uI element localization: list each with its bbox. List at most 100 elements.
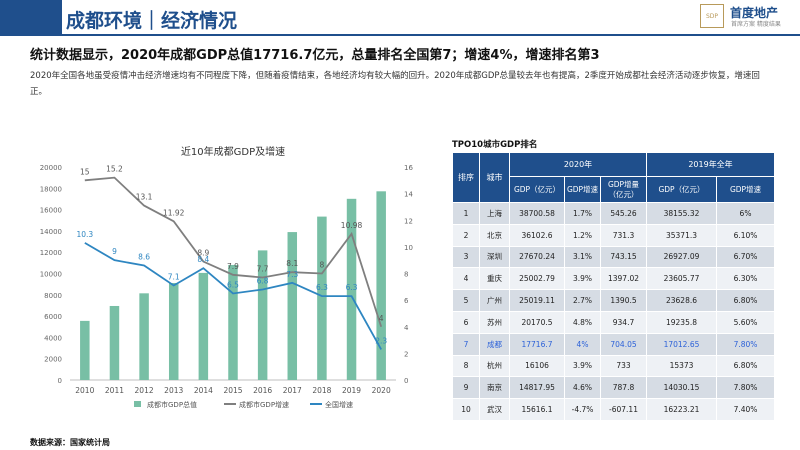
- cell-gdp2019: 26927.09: [646, 245, 717, 269]
- x-tick-label: 2011: [105, 386, 124, 395]
- cell-city: 重庆: [479, 267, 510, 291]
- table-row: 3 深圳 27670.24 3.1% 743.15 26927.09 6.70%: [452, 245, 776, 269]
- cell-growth: 3.9%: [564, 354, 601, 378]
- table-title: TPO10城市GDP排名: [452, 140, 538, 150]
- headline: 统计数据显示，2020年成都GDP总值17716.7亿元，总量排名全国第7；增速…: [30, 48, 600, 63]
- cell-city: 南京: [479, 376, 510, 400]
- cell-growth2019: 5.60%: [715, 310, 776, 334]
- y-right-tick-label: 10: [404, 244, 413, 252]
- logo-slogan: 首席方案 精度结果: [731, 21, 781, 28]
- table-row: 1 上海 38700.58 1.7% 545.26 38155.32 6%: [452, 202, 776, 225]
- gdp-bar: [109, 305, 120, 380]
- y-left-tick-label: 0: [58, 377, 62, 385]
- col-gdp-header: GDP（亿元）: [509, 176, 565, 203]
- y-right-tick-label: 0: [404, 377, 408, 385]
- gdp-chart: 近10年成都GDP及增速 0 2000 4000 6000 8000 10000 12000 1…: [30, 135, 440, 425]
- gdp-chart-svg: 近10年成都GDP及增速 0 2000 4000 6000 8000 10000 12000 1…: [40, 145, 414, 409]
- cell-rank: 8: [452, 354, 480, 378]
- gdp-bar: [80, 320, 90, 380]
- y-left-tick-label: 6000: [44, 313, 62, 321]
- x-tick-label: 2016: [253, 386, 272, 395]
- page-header: 成都环境｜经济情况 SDP 首度地产 首席方案 精度结果: [0, 0, 800, 34]
- cell-growth: 1.7%: [564, 202, 601, 225]
- cell-growth: 4%: [564, 332, 601, 356]
- national-growth-label: 6.8: [257, 276, 269, 285]
- cell-gdp: 16106: [509, 354, 565, 378]
- x-tick-label: 2014: [194, 386, 213, 395]
- cell-gdp: 15616.1: [509, 398, 565, 421]
- cell-gdp2019: 35371.3: [646, 223, 717, 247]
- col-rank-header: 排序: [452, 152, 480, 203]
- cell-gdp: 20170.5: [509, 310, 565, 334]
- cell-gdp2019: 14030.15: [646, 376, 717, 400]
- gdp-growth-label: 8.9: [197, 249, 209, 258]
- cell-growth: 1.2%: [564, 223, 601, 247]
- y-right-tick-label: 4: [404, 324, 409, 332]
- cell-city: 北京: [479, 223, 510, 247]
- col-growth-2019-header: GDP增速: [715, 176, 776, 203]
- cell-rank: 4: [452, 267, 480, 291]
- cell-city: 杭州: [479, 354, 510, 378]
- national-growth-line: [84, 242, 382, 350]
- y-left-tick-label: 16000: [40, 207, 62, 215]
- x-tick-label: 2017: [283, 386, 302, 395]
- cell-growth: 4.6%: [564, 376, 601, 400]
- y-left-tick-label: 2000: [44, 356, 62, 364]
- col-city-header: 城市: [479, 152, 510, 203]
- col-growth-header: GDP增速: [564, 176, 601, 203]
- cell-gdp2019: 17012.65: [646, 332, 717, 356]
- legend-swatch-gdp: [134, 401, 141, 407]
- cell-gdp2019: 16223.21: [646, 398, 717, 421]
- table-row: 9 南京 14817.95 4.6% 787.8 14030.15 7.80%: [452, 376, 776, 400]
- cell-growth2019: 6.10%: [715, 223, 776, 247]
- header-accent-bar: [0, 0, 62, 34]
- legend-label: 成都市GDP总值: [147, 400, 197, 409]
- gdp-bar: [198, 272, 209, 380]
- y-left-tick-label: 8000: [44, 292, 62, 300]
- y-left-tick-label: 10000: [40, 271, 62, 279]
- y-right-tick-label: 2: [404, 350, 408, 358]
- table-header-row: 排序 城市 2020年 2019年全年: [452, 152, 776, 203]
- cell-gdp2019: 38155.32: [646, 202, 717, 225]
- national-growth-label: 8.6: [138, 253, 150, 262]
- gdp-growth-label: 8.1: [286, 259, 298, 268]
- data-source: 数据来源：国家统计局: [30, 438, 110, 447]
- gdp-bar: [168, 282, 179, 380]
- gdp-growth-label: 15.2: [106, 165, 123, 174]
- cell-increase: 1390.5: [600, 289, 647, 312]
- x-tick-label: 2012: [135, 386, 154, 395]
- cell-increase: 743.15: [600, 245, 647, 269]
- gdp-growth-label: 8: [320, 261, 325, 270]
- table-row: 6 苏州 20170.5 4.8% 934.7 19235.8 5.60%: [452, 310, 776, 334]
- logo-mark-icon: SDP: [700, 4, 724, 28]
- cell-gdp2019: 15373: [646, 354, 717, 378]
- national-growth-label: 8.4: [197, 255, 209, 264]
- x-tick-label: 2019: [342, 386, 361, 395]
- y-left-tick-label: 12000: [40, 249, 62, 257]
- gdp-growth-label: 7.9: [227, 262, 239, 271]
- cell-growth2019: 7.80%: [715, 376, 776, 400]
- x-tick-label: 2020: [372, 386, 391, 395]
- cell-gdp: 27670.24: [509, 245, 565, 269]
- cell-gdp: 36102.6: [509, 223, 565, 247]
- cell-increase: 934.7: [600, 310, 647, 334]
- national-growth-label: 10.3: [76, 230, 93, 239]
- y-left-tick-label: 4000: [44, 334, 62, 342]
- x-tick-label: 2015: [223, 386, 242, 395]
- city-gdp-table: 排序 城市 2020年 2019年全年 GDP（亿元） GDP增速 GDP增量（…: [452, 152, 776, 421]
- gdp-growth-label: 4: [379, 314, 384, 323]
- cell-increase: 787.8: [600, 376, 647, 400]
- national-growth-label: 9: [112, 247, 117, 256]
- x-tick-label: 2010: [75, 386, 94, 395]
- cell-city: 武汉: [479, 398, 510, 421]
- cell-gdp: 25002.79: [509, 267, 565, 291]
- national-growth-label: 7.3: [286, 270, 298, 279]
- cell-growth: 4.8%: [564, 310, 601, 334]
- national-growth-label: 6.3: [316, 283, 328, 292]
- gdp-growth-line: [84, 176, 383, 328]
- cell-increase: 704.05: [600, 332, 647, 356]
- gdp-growth-label: 7.7: [257, 264, 269, 273]
- cell-growth2019: 6.80%: [715, 354, 776, 378]
- cell-gdp: 38700.58: [509, 202, 565, 225]
- gdp-bar: [346, 198, 357, 380]
